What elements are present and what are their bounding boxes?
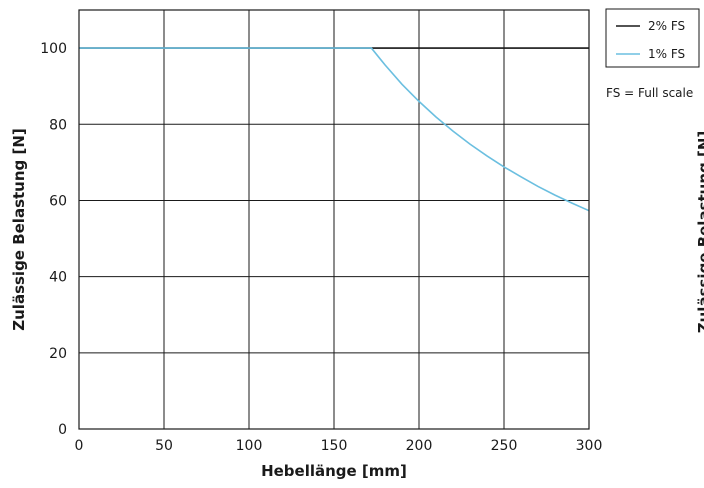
y-tick-label: 0 [58,422,67,438]
adjacent-chart-axis-title: Zulässige Belastung [N] [695,131,704,334]
x-tick-label: 150 [321,438,348,454]
x-tick-label: 300 [576,438,603,454]
y-tick-label: 20 [49,346,67,362]
plot-frame [78,9,590,430]
x-tick-label: 100 [236,438,263,454]
y-axis-title: Zulässige Belastung [N] [10,128,28,331]
x-axis-title: Hebellänge [mm] [261,462,407,480]
series-lines [79,47,590,212]
x-tick-label: 0 [75,438,84,454]
y-tick-label: 40 [49,270,67,286]
y-tick-label: 60 [49,193,67,209]
legend-box [605,8,700,68]
x-tick-labels: 0 50 100 150 200 250 300 [75,438,603,454]
x-tick-label: 200 [406,438,433,454]
x-tick-label: 250 [491,438,518,454]
legend-label-1pct-fs: 1% FS [648,47,685,61]
x-tick-label: 50 [155,438,173,454]
series-line-1pct-fs [79,47,590,212]
y-tick-label: 80 [49,117,67,133]
legend: 2% FS 1% FS [605,8,700,68]
legend-label-2pct-fs: 2% FS [648,19,685,33]
grid [78,10,590,430]
y-tick-labels: 0 20 40 60 80 100 [40,41,67,438]
y-tick-label: 100 [40,41,67,57]
full-scale-note: FS = Full scale [606,86,693,100]
